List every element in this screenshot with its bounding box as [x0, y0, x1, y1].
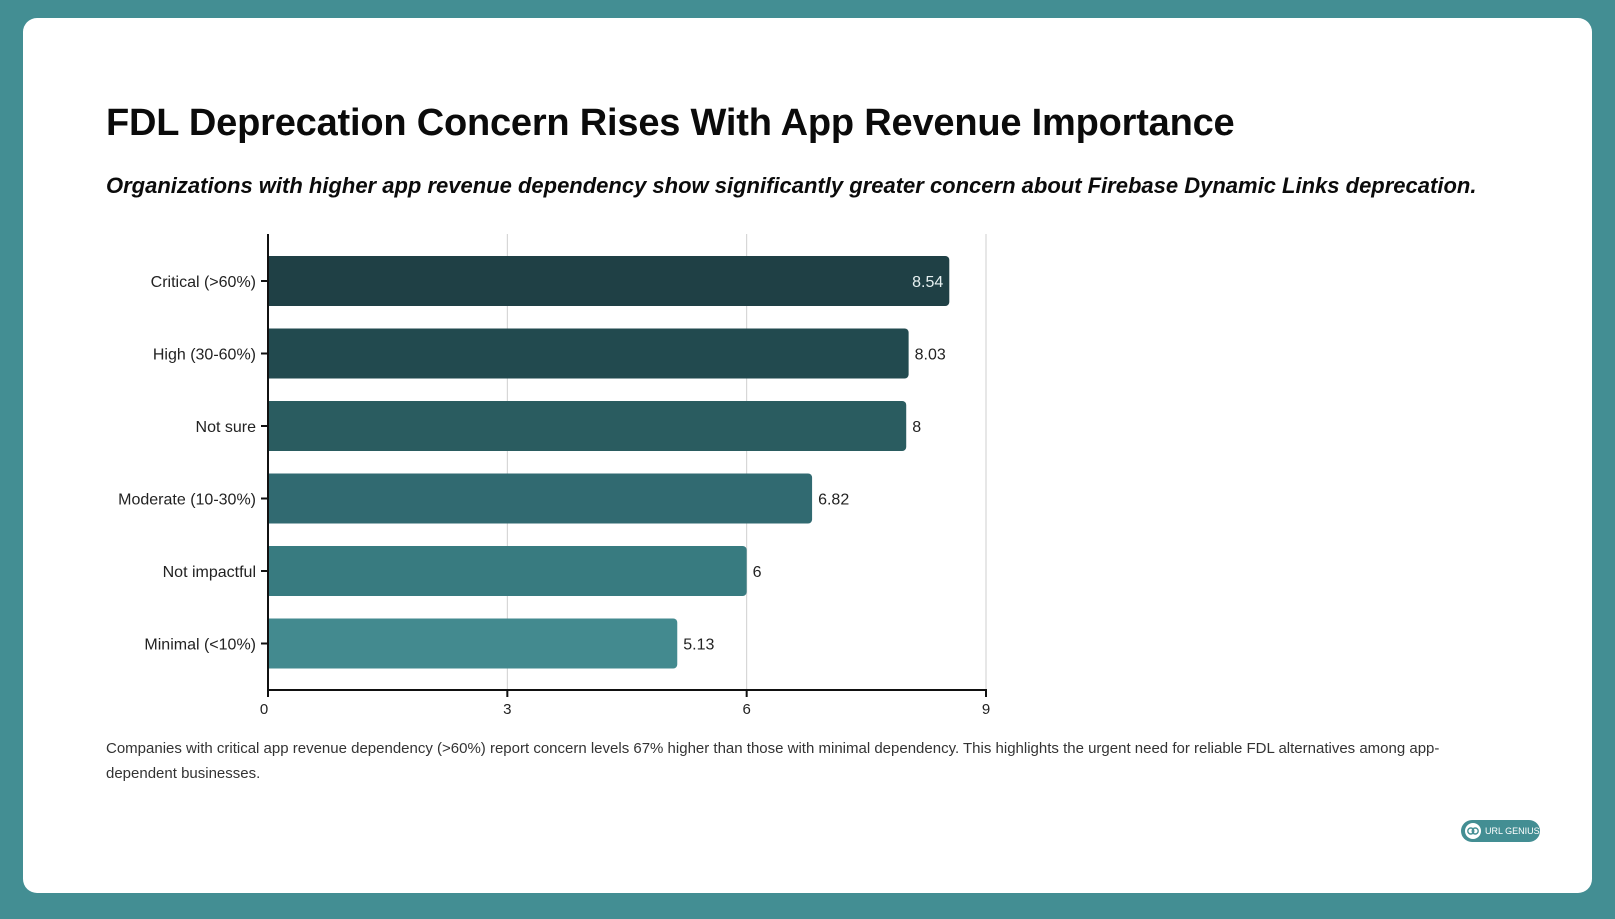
- bar: [268, 256, 950, 306]
- data-label: 8.54: [912, 274, 943, 291]
- brand-badge[interactable]: URL GENIUS: [1461, 820, 1540, 842]
- data-label: 6.82: [818, 492, 849, 509]
- bar: [268, 473, 813, 524]
- data-label: 6: [753, 564, 762, 581]
- chart-subtitle: Organizations with higher app revenue de…: [106, 173, 1477, 198]
- brand-name: URL GENIUS: [1485, 826, 1540, 836]
- data-label: 8: [912, 419, 921, 436]
- category-label: Minimal (<10%): [144, 637, 256, 654]
- chart-footnote: Companies with critical app revenue depe…: [106, 740, 1440, 782]
- category-label: Moderate (10-30%): [118, 492, 256, 509]
- data-label: 8.03: [915, 347, 946, 364]
- x-tick-label: 9: [982, 701, 990, 718]
- data-label: 5.13: [683, 637, 714, 654]
- x-tick-label: 6: [742, 701, 750, 718]
- link-icon: [1465, 823, 1481, 839]
- category-label: High (30-60%): [153, 347, 256, 364]
- category-label: Not impactful: [163, 564, 256, 581]
- bar: [268, 618, 678, 669]
- bar: [268, 328, 909, 379]
- bar: [268, 401, 907, 451]
- x-tick-label: 0: [260, 701, 268, 718]
- x-tick-label: 3: [503, 701, 511, 718]
- bar: [268, 546, 747, 596]
- chart-card: [23, 18, 1592, 893]
- category-label: Critical (>60%): [151, 274, 256, 291]
- category-label: Not sure: [196, 419, 257, 436]
- chart-title: FDL Deprecation Concern Rises With App R…: [106, 102, 1235, 144]
